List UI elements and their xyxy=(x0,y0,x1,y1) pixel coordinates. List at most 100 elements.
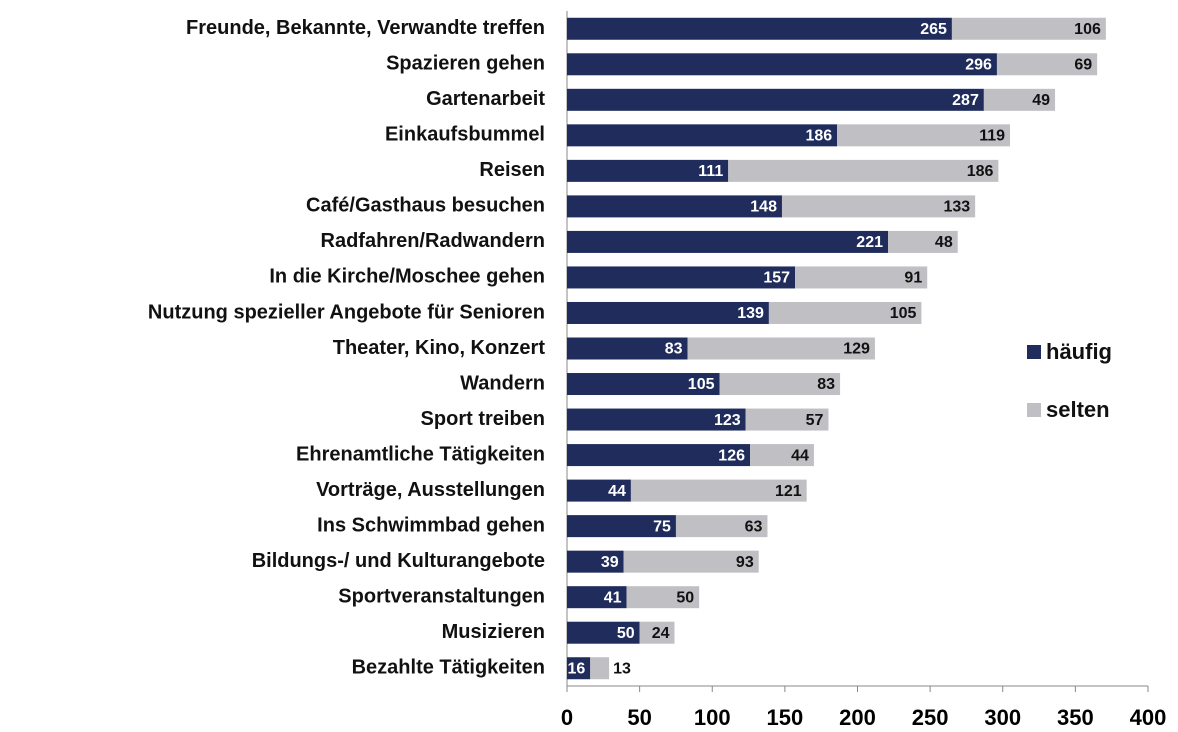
data-label: 83 xyxy=(665,341,683,358)
data-label: 50 xyxy=(617,625,635,642)
data-label: 83 xyxy=(817,376,835,393)
bar-segment xyxy=(888,230,958,253)
bar-segment xyxy=(837,124,1011,147)
bar-segment xyxy=(590,657,610,680)
bar-segment xyxy=(567,408,746,431)
category-label: Vorträge, Ausstellungen xyxy=(316,479,545,501)
data-label: 186 xyxy=(967,163,994,180)
bar-segment xyxy=(795,266,928,289)
bar-segment xyxy=(728,159,999,182)
bar-segment xyxy=(567,17,952,40)
data-label: 111 xyxy=(698,163,723,180)
legend-label: selten xyxy=(1046,397,1110,422)
legend-swatch xyxy=(1027,345,1041,359)
category-label: Bildungs-/ und Kulturangebote xyxy=(252,550,545,572)
bar-segment xyxy=(567,301,769,324)
data-label: 123 xyxy=(714,412,741,429)
bar-segment xyxy=(745,408,829,431)
data-label: 221 xyxy=(856,234,883,251)
bar-segment xyxy=(719,373,841,396)
data-label: 265 xyxy=(920,21,947,38)
data-label: 44 xyxy=(608,483,626,500)
data-label: 91 xyxy=(904,270,922,287)
data-label: 41 xyxy=(604,589,622,606)
bar-segment xyxy=(567,657,591,680)
bar-segment xyxy=(567,88,984,111)
category-label: Spazieren gehen xyxy=(386,53,545,75)
bar-segment xyxy=(567,444,751,467)
x-tick-label: 300 xyxy=(984,705,1021,730)
legend-label: häufig xyxy=(1046,339,1112,364)
bar-segment xyxy=(567,621,640,644)
x-tick-label: 200 xyxy=(839,705,876,730)
bar-segment xyxy=(951,17,1106,40)
data-label: 119 xyxy=(979,128,1005,145)
data-label: 186 xyxy=(805,128,832,145)
bar-segment xyxy=(567,124,838,147)
data-label: 139 xyxy=(737,305,764,322)
bar-segment xyxy=(567,230,889,253)
bar-segment xyxy=(567,159,729,182)
bar-segment xyxy=(687,337,875,360)
data-label: 69 xyxy=(1074,57,1092,74)
data-label: 105 xyxy=(890,305,917,322)
data-label: 39 xyxy=(601,554,619,571)
category-label: Gartenarbeit xyxy=(426,88,545,110)
data-label: 157 xyxy=(763,270,790,287)
bar-segment xyxy=(630,479,807,502)
category-label: Freunde, Bekannte, Verwandte treffen xyxy=(186,17,545,39)
bar-segment xyxy=(623,550,759,573)
category-label: Wandern xyxy=(460,372,545,394)
legend-swatch xyxy=(1027,403,1041,417)
x-tick-label: 150 xyxy=(767,705,804,730)
category-label: Radfahren/Radwandern xyxy=(321,230,545,252)
category-label: In die Kirche/Moschee gehen xyxy=(269,266,545,288)
category-label: Theater, Kino, Konzert xyxy=(333,337,546,359)
bar-segment xyxy=(983,88,1056,111)
data-label: 126 xyxy=(718,447,745,464)
x-tick-label: 0 xyxy=(561,705,573,730)
data-label: 106 xyxy=(1074,21,1101,38)
category-label: Ehrenamtliche Tätigkeiten xyxy=(296,443,545,465)
bar-segment xyxy=(567,550,624,573)
data-label: 24 xyxy=(652,625,670,642)
x-tick-label: 350 xyxy=(1057,705,1094,730)
x-tick-label: 400 xyxy=(1130,705,1167,730)
category-label: Musizieren xyxy=(442,621,545,643)
category-label: Sport treiben xyxy=(421,408,545,430)
x-tick-label: 100 xyxy=(694,705,731,730)
bar-segment xyxy=(567,586,627,609)
data-label: 63 xyxy=(745,518,763,535)
data-label: 133 xyxy=(943,199,970,216)
bar-segment xyxy=(639,621,675,644)
bar-segment xyxy=(567,479,631,502)
data-label: 49 xyxy=(1032,92,1050,109)
category-label: Ins Schwimmbad gehen xyxy=(317,514,545,536)
data-label: 44 xyxy=(791,447,809,464)
data-label: 129 xyxy=(843,341,870,358)
data-label: 296 xyxy=(965,57,992,74)
bar-segment xyxy=(675,515,768,538)
bar-segment xyxy=(567,266,796,289)
data-label: 93 xyxy=(736,554,754,571)
data-label: 16 xyxy=(567,660,585,677)
bar-segment xyxy=(567,515,676,538)
bar-segment xyxy=(567,337,688,360)
category-label: Reisen xyxy=(479,159,545,181)
bar-segment xyxy=(768,301,922,324)
bar-segment xyxy=(626,586,700,609)
bar-segment xyxy=(567,53,997,76)
data-label: 105 xyxy=(688,376,715,393)
category-label: Nutzung spezieller Angebote für Senioren xyxy=(148,301,545,323)
bar-segment xyxy=(996,53,1098,76)
data-label: 121 xyxy=(775,483,802,500)
category-label: Sportveranstaltungen xyxy=(338,585,545,607)
category-label: Bezahlte Tätigkeiten xyxy=(352,657,545,679)
bar-segment xyxy=(567,195,782,218)
x-tick-label: 50 xyxy=(627,705,651,730)
bar-segment xyxy=(567,373,720,396)
category-label: Einkaufsbummel xyxy=(385,124,545,146)
data-label: 75 xyxy=(653,518,671,535)
data-label: 50 xyxy=(676,589,694,606)
